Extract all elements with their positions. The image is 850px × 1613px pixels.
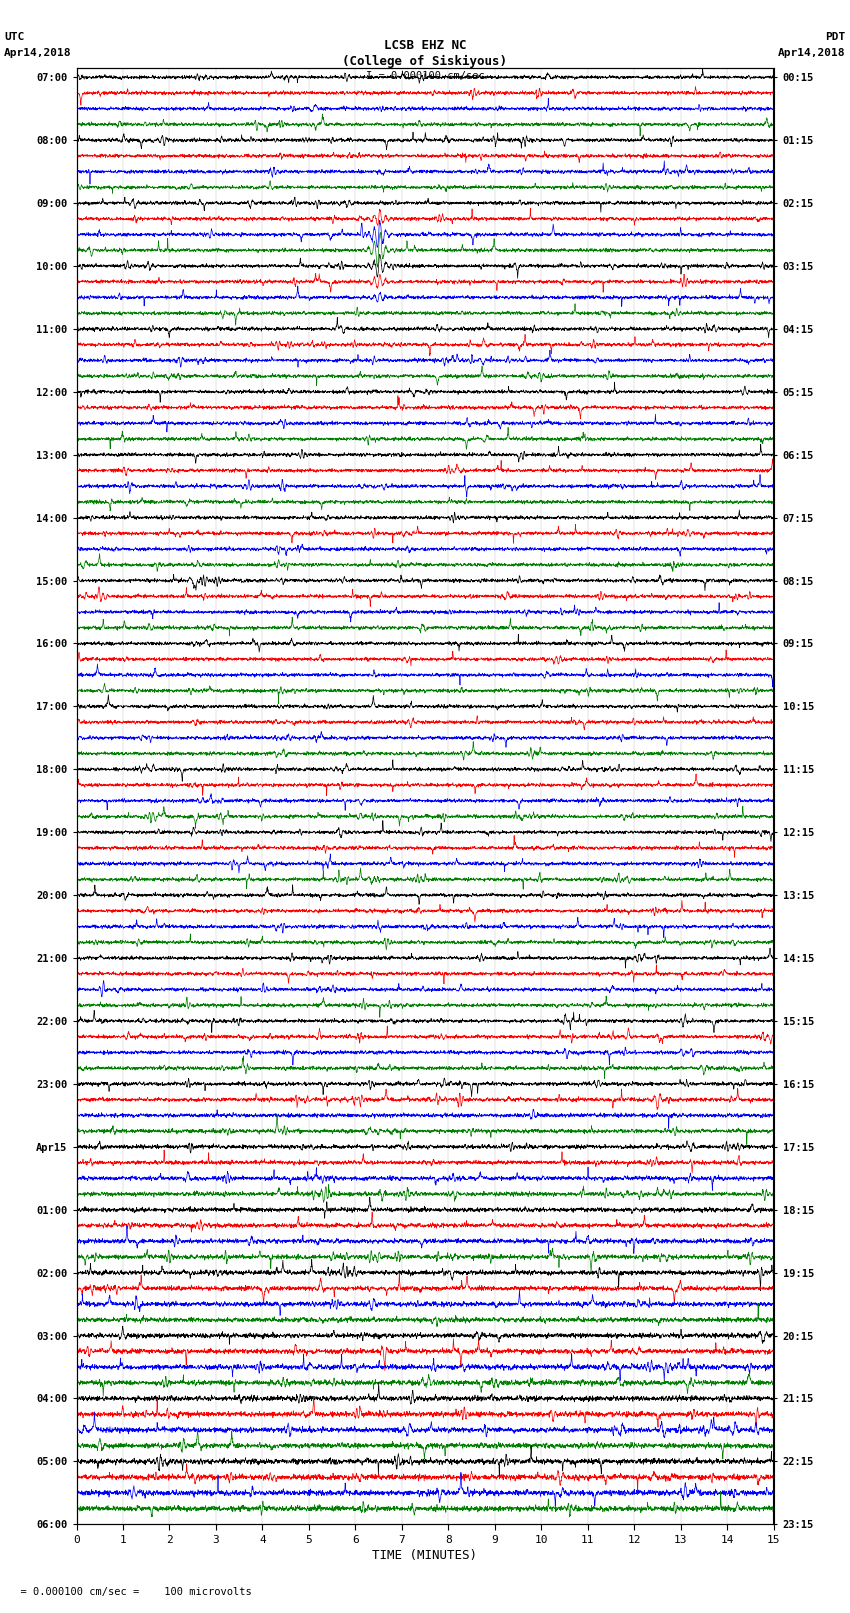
Text: LCSB EHZ NC: LCSB EHZ NC: [383, 39, 467, 52]
Text: (College of Siskiyous): (College of Siskiyous): [343, 55, 507, 68]
Text: = 0.000100 cm/sec =    100 microvolts: = 0.000100 cm/sec = 100 microvolts: [8, 1587, 252, 1597]
Text: Apr14,2018: Apr14,2018: [4, 48, 71, 58]
X-axis label: TIME (MINUTES): TIME (MINUTES): [372, 1548, 478, 1561]
Text: Apr14,2018: Apr14,2018: [779, 48, 846, 58]
Text: UTC: UTC: [4, 32, 25, 42]
Text: I = 0.000100 cm/sec: I = 0.000100 cm/sec: [366, 71, 484, 81]
Text: PDT: PDT: [825, 32, 846, 42]
